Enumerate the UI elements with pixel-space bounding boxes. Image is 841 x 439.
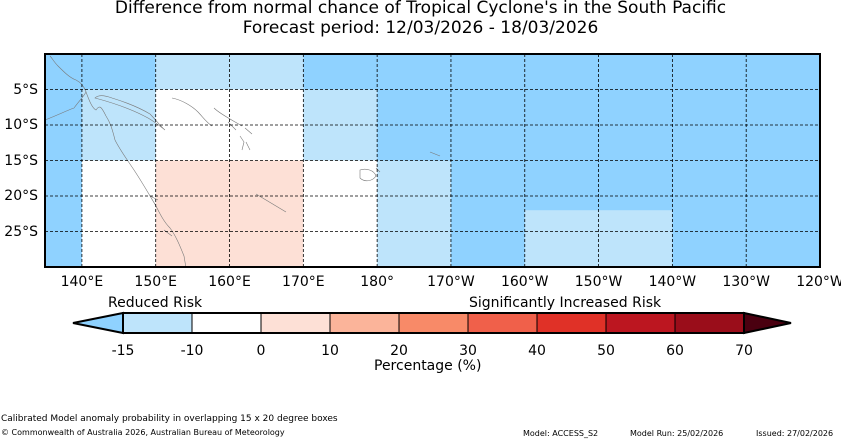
new-caledonia [255, 193, 287, 213]
lat-label: 10°S [4, 117, 38, 133]
colorbar-over-extension [743, 311, 792, 335]
colorbar-bin [398, 312, 469, 334]
colorbar-bin [329, 312, 400, 334]
colorbar [72, 311, 792, 335]
anomaly-region-2 [81, 160, 156, 267]
colorbar-tick-label: 10 [321, 343, 339, 359]
colorbar-tick-label: 40 [528, 343, 546, 359]
colorbar-bin [536, 312, 607, 334]
australia-coast [44, 91, 187, 269]
colorbar-tick-label: 50 [597, 343, 615, 359]
new-guinea-coast [94, 95, 166, 131]
lon-label: 180° [360, 274, 394, 290]
fiji [359, 167, 381, 182]
colorbar-bin [122, 312, 193, 334]
lon-label: 150°E [134, 274, 177, 290]
lat-lon-grid [45, 54, 820, 267]
lat-label: 20°S [4, 188, 38, 204]
colorbar-tick-label: -15 [111, 343, 135, 359]
colorbar-xlabel: Percentage (%) [374, 358, 482, 374]
lat-label: 25°S [4, 223, 38, 240]
colorbar-bin [191, 312, 262, 334]
lon-label: 150°W [574, 274, 623, 290]
colorbar-bin [260, 312, 331, 334]
colorbar-under-extension [72, 311, 124, 335]
footer-method: Calibrated Model anomaly probability in … [1, 414, 338, 424]
colorbar-bin [467, 312, 538, 334]
lon-label: 160°E [208, 274, 251, 290]
colorbar-right-label: Significantly Increased Risk [469, 295, 662, 311]
anomaly-region-12 [524, 210, 673, 267]
lat-label: 15°S [4, 152, 38, 169]
colorbar-tick-label: -10 [180, 343, 204, 359]
colorbar-left-label: Reduced Risk [108, 295, 203, 311]
anomaly-region-8 [303, 160, 378, 267]
anomaly-region-10 [377, 160, 451, 267]
colorbar-tick-label: 0 [256, 343, 266, 359]
map-title: Difference from normal chance of Tropica… [114, 0, 727, 18]
footer-model: Model: ACCESS_S2 [523, 429, 599, 438]
anomaly-region-6 [303, 54, 820, 90]
lon-label: 170°E [282, 274, 325, 290]
map-frame [44, 53, 821, 268]
lon-label: 140°E [60, 274, 104, 290]
colorbar-tick-label: 20 [390, 343, 408, 359]
colorbar-bin [605, 312, 676, 334]
lon-label: 160°W [500, 274, 549, 290]
lat-label: 5°S [13, 81, 38, 98]
anomaly-region-1 [81, 89, 156, 161]
lon-label: 140°W [648, 274, 697, 290]
lon-label: 130°W [722, 274, 770, 290]
vanuatu [239, 135, 251, 151]
colorbar-tick-label: 70 [735, 343, 753, 359]
lon-label: 120°W [796, 274, 841, 290]
new-britain-coast [171, 97, 213, 127]
solomon-islands [213, 107, 253, 135]
samoa [429, 151, 441, 157]
colorbar-outline [122, 312, 745, 334]
colorbar-tick-label: 30 [459, 343, 477, 359]
lon-label: 170°W [427, 274, 475, 290]
footer-model-run: Model Run: 25/02/2026 [630, 429, 724, 438]
colorbar-tick-label: 60 [666, 343, 684, 359]
footer-issued: Issued: 27/02/2026 [756, 429, 834, 438]
footer-copyright: © Commonwealth of Australia 2026, Austra… [1, 428, 285, 437]
queensland-islands [149, 195, 173, 237]
map-subtitle: Forecast period: 12/03/2026 - 18/03/2026 [242, 18, 599, 38]
colorbar-bin [674, 312, 745, 334]
